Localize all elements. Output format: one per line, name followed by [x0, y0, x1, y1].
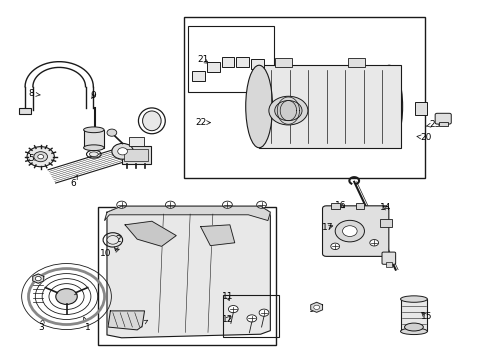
Ellipse shape	[89, 152, 98, 157]
Ellipse shape	[375, 65, 402, 148]
Circle shape	[107, 235, 119, 244]
Text: 15: 15	[420, 312, 431, 321]
Circle shape	[342, 226, 356, 237]
Bar	[259, 65, 400, 148]
Circle shape	[27, 147, 54, 167]
Text: 6: 6	[70, 175, 77, 188]
Bar	[124, 149, 148, 161]
Text: 22: 22	[195, 118, 210, 127]
Circle shape	[330, 243, 339, 249]
Text: 2: 2	[114, 235, 120, 251]
Polygon shape	[104, 206, 270, 221]
Circle shape	[246, 315, 256, 322]
Bar	[400, 299, 427, 331]
Bar	[19, 108, 31, 114]
Bar	[414, 102, 427, 115]
Circle shape	[256, 201, 266, 208]
Bar	[379, 220, 391, 226]
Circle shape	[313, 305, 319, 310]
Polygon shape	[107, 206, 270, 338]
Ellipse shape	[83, 127, 104, 133]
Circle shape	[268, 96, 307, 125]
Text: 5: 5	[28, 154, 39, 163]
Circle shape	[334, 220, 364, 242]
Ellipse shape	[400, 296, 427, 302]
Bar	[222, 295, 278, 337]
Text: 10: 10	[100, 248, 119, 258]
Bar	[183, 17, 424, 178]
Circle shape	[34, 152, 47, 162]
Bar	[330, 203, 339, 209]
FancyBboxPatch shape	[381, 252, 395, 264]
Bar	[438, 122, 447, 126]
Circle shape	[35, 276, 41, 281]
Circle shape	[274, 100, 302, 121]
Text: 13: 13	[133, 320, 147, 330]
Bar	[385, 262, 391, 267]
Circle shape	[259, 309, 268, 316]
Polygon shape	[108, 311, 144, 330]
Text: 16: 16	[335, 201, 346, 210]
Text: 23: 23	[426, 120, 440, 129]
FancyBboxPatch shape	[434, 113, 450, 124]
Bar	[188, 26, 273, 92]
Circle shape	[112, 143, 133, 159]
Circle shape	[228, 306, 238, 313]
Circle shape	[165, 201, 175, 208]
Circle shape	[117, 201, 126, 208]
Text: 21: 21	[197, 55, 208, 64]
Bar	[98, 207, 276, 345]
Bar	[221, 57, 234, 67]
Bar	[347, 58, 365, 67]
Bar	[274, 58, 292, 67]
Circle shape	[38, 154, 43, 159]
Circle shape	[107, 129, 117, 136]
Polygon shape	[125, 221, 176, 246]
Circle shape	[222, 201, 232, 208]
Bar	[122, 146, 151, 164]
Bar	[250, 59, 263, 69]
Text: 19: 19	[385, 255, 397, 264]
Text: 4: 4	[132, 158, 144, 167]
Text: 20: 20	[416, 133, 431, 142]
Circle shape	[369, 239, 378, 246]
Bar	[355, 203, 364, 209]
Text: 18: 18	[308, 305, 319, 314]
Bar	[192, 71, 204, 81]
Ellipse shape	[400, 328, 427, 334]
FancyBboxPatch shape	[322, 206, 388, 256]
Ellipse shape	[83, 145, 104, 150]
Bar	[236, 57, 248, 67]
Text: 11: 11	[221, 292, 233, 301]
Ellipse shape	[404, 323, 423, 331]
Circle shape	[56, 289, 77, 305]
Text: 14: 14	[380, 203, 391, 212]
Text: 7: 7	[122, 155, 133, 164]
Text: 17: 17	[322, 223, 333, 232]
Bar	[206, 62, 219, 72]
Text: 12: 12	[221, 315, 233, 324]
Text: 3: 3	[38, 319, 44, 332]
Polygon shape	[310, 302, 322, 312]
Circle shape	[118, 148, 127, 155]
Text: 9: 9	[90, 91, 96, 100]
Text: 1: 1	[83, 317, 90, 332]
Polygon shape	[33, 274, 43, 283]
Ellipse shape	[142, 111, 161, 131]
Ellipse shape	[245, 65, 272, 148]
Polygon shape	[200, 225, 234, 246]
Bar	[83, 130, 104, 148]
Text: 8: 8	[28, 89, 40, 98]
Bar	[129, 137, 143, 146]
